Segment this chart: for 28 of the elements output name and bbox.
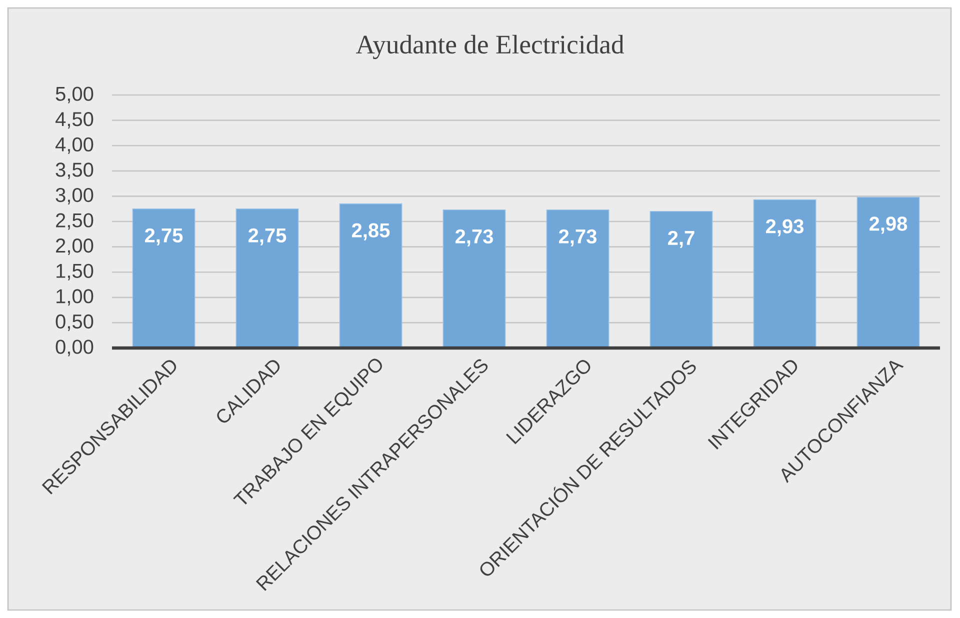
y-tick-label: 3,50 [56,162,94,180]
y-tick-label: 0,00 [56,340,94,356]
bar [546,209,610,348]
bar [442,209,506,348]
chart-title: Ayudante de Electricidad [356,34,624,60]
y-tick-label: 0,50 [56,314,94,331]
y-tick-label: 4,00 [55,137,94,154]
data-label: 2,7 [668,230,694,248]
y-tick-label: 4,50 [55,112,94,129]
y-tick-label: 3,00 [56,188,94,204]
data-label: 2,75 [144,228,183,246]
data-label: 2,93 [766,219,804,236]
y-tick-label: 2,50 [56,213,94,230]
y-tick-label: 1,00 [56,289,94,306]
bar [132,208,196,348]
bar [856,196,920,348]
y-tick-label: 1,50 [56,264,94,280]
y-tick-label: 5,00 [56,86,94,104]
data-label: 2,73 [455,229,493,246]
data-label: 2,98 [869,216,908,234]
bar [339,203,402,348]
bar [753,199,816,348]
y-tick-label: 2,00 [56,238,94,256]
bar [236,208,299,348]
data-label: 2,85 [352,223,390,240]
bar [650,210,713,348]
data-label: 2,73 [558,229,596,246]
data-label: 2,75 [248,228,286,246]
